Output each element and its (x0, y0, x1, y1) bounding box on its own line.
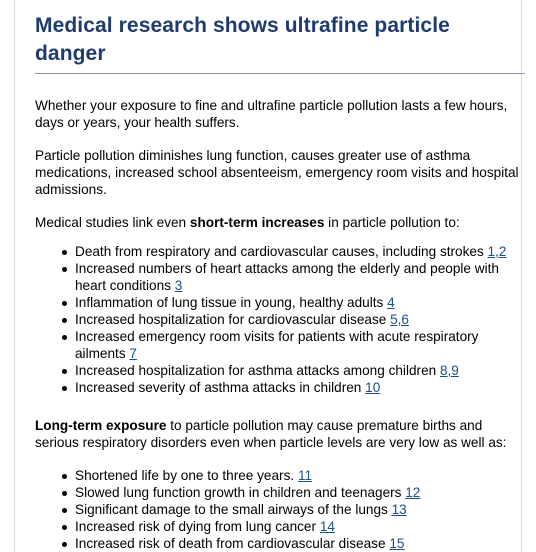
reference-link[interactable]: 7 (129, 346, 137, 361)
short-term-intro-before: Medical studies link even (35, 215, 190, 230)
reference-link[interactable]: 12 (405, 485, 421, 500)
list-item: Increased numbers of heart attacks among… (62, 260, 525, 294)
short-term-intro: Medical studies link even short-term inc… (35, 214, 525, 231)
list-item-text: Increased numbers of heart attacks among… (75, 261, 499, 293)
list-item: Increased risk of death from cardiovascu… (62, 535, 525, 552)
short-term-bold: short-term increases (189, 215, 325, 230)
list-item: Increased hospitalization for cardiovasc… (62, 311, 525, 328)
long-term-intro-after: to particle pollution may cause prematur… (35, 418, 507, 450)
list-item-text: Inflammation of lung tissue in young, he… (75, 295, 388, 310)
list-item-text: Increased hospitalization for cardiovasc… (75, 312, 391, 327)
list-item: Significant damage to the small airways … (62, 501, 525, 518)
list-item-text: Increased severity of asthma attacks in … (75, 380, 366, 395)
reference-link[interactable]: 11 (297, 468, 313, 483)
list-item-text: Increased risk of death from cardiovascu… (75, 536, 390, 551)
list-item: Death from respiratory and cardiovascula… (62, 243, 525, 260)
list-item-text: Death from respiratory and cardiovascula… (75, 244, 488, 259)
list-item: Shortened life by one to three years. 11 (62, 467, 525, 484)
intro-paragraph: Whether your exposure to fine and ultraf… (35, 98, 508, 130)
list-item-text: Increased hospitalization for asthma att… (75, 363, 440, 378)
reference-link[interactable]: 1,2 (487, 244, 507, 259)
list-item-text: Increased risk of dying from lung cancer (75, 519, 320, 534)
long-term-list: Shortened life by one to three years. 11… (35, 467, 525, 552)
content-frame: Medical research shows ultrafine particl… (14, 0, 525, 552)
list-item: Increased severity of asthma attacks in … (62, 379, 525, 396)
list-item-text: Shortened life by one to three years. (75, 468, 298, 483)
list-item: Slowed lung function growth in children … (62, 484, 525, 501)
reference-link[interactable]: 14 (319, 519, 335, 534)
list-item: Inflammation of lung tissue in young, he… (62, 294, 525, 311)
reference-link[interactable]: 10 (365, 380, 381, 395)
list-item: Increased emergency room visits for pati… (62, 328, 525, 362)
effects-paragraph: Particle pollution diminishes lung funct… (35, 148, 519, 197)
reference-link[interactable]: 3 (174, 278, 183, 293)
long-term-intro: Long-term exposure to particle pollution… (35, 417, 525, 451)
reference-link[interactable]: 4 (387, 295, 395, 310)
list-item-text: Slowed lung function growth in children … (75, 485, 406, 500)
list-item: Increased risk of dying from lung cancer… (62, 518, 525, 535)
list-item: Increased hospitalization for asthma att… (62, 362, 525, 379)
long-term-bold: Long-term exposure (35, 418, 167, 433)
reference-link[interactable]: 13 (391, 502, 407, 517)
reference-link[interactable]: 15 (389, 536, 405, 551)
page-title: Medical research shows ultrafine particl… (35, 12, 525, 74)
article: Medical research shows ultrafine particl… (35, 12, 525, 552)
list-item-text: Significant damage to the small airways … (75, 502, 392, 517)
short-term-intro-after: in particle pollution to: (324, 215, 460, 230)
reference-link[interactable]: 5,6 (390, 312, 409, 327)
list-item-text: Increased emergency room visits for pati… (75, 329, 479, 361)
short-term-list: Death from respiratory and cardiovascula… (35, 243, 525, 396)
reference-link[interactable]: 8,9 (439, 363, 459, 378)
